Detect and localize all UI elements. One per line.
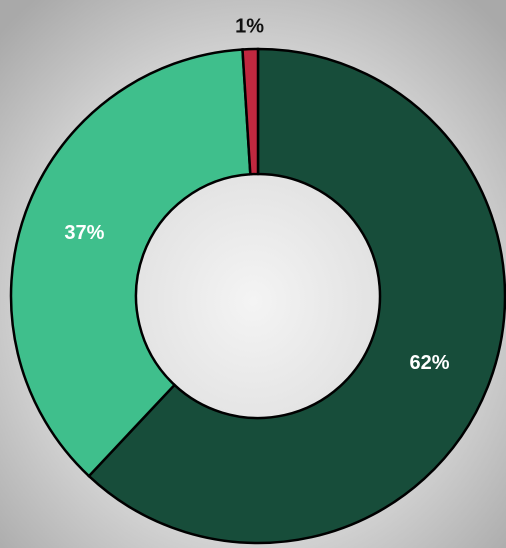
data-label: 62%	[410, 352, 450, 374]
data-label: 1%	[235, 15, 264, 37]
slices	[9, 47, 506, 545]
slice	[87, 47, 506, 545]
slice	[241, 47, 260, 176]
data-label: 37%	[64, 222, 104, 244]
slice	[9, 48, 252, 478]
